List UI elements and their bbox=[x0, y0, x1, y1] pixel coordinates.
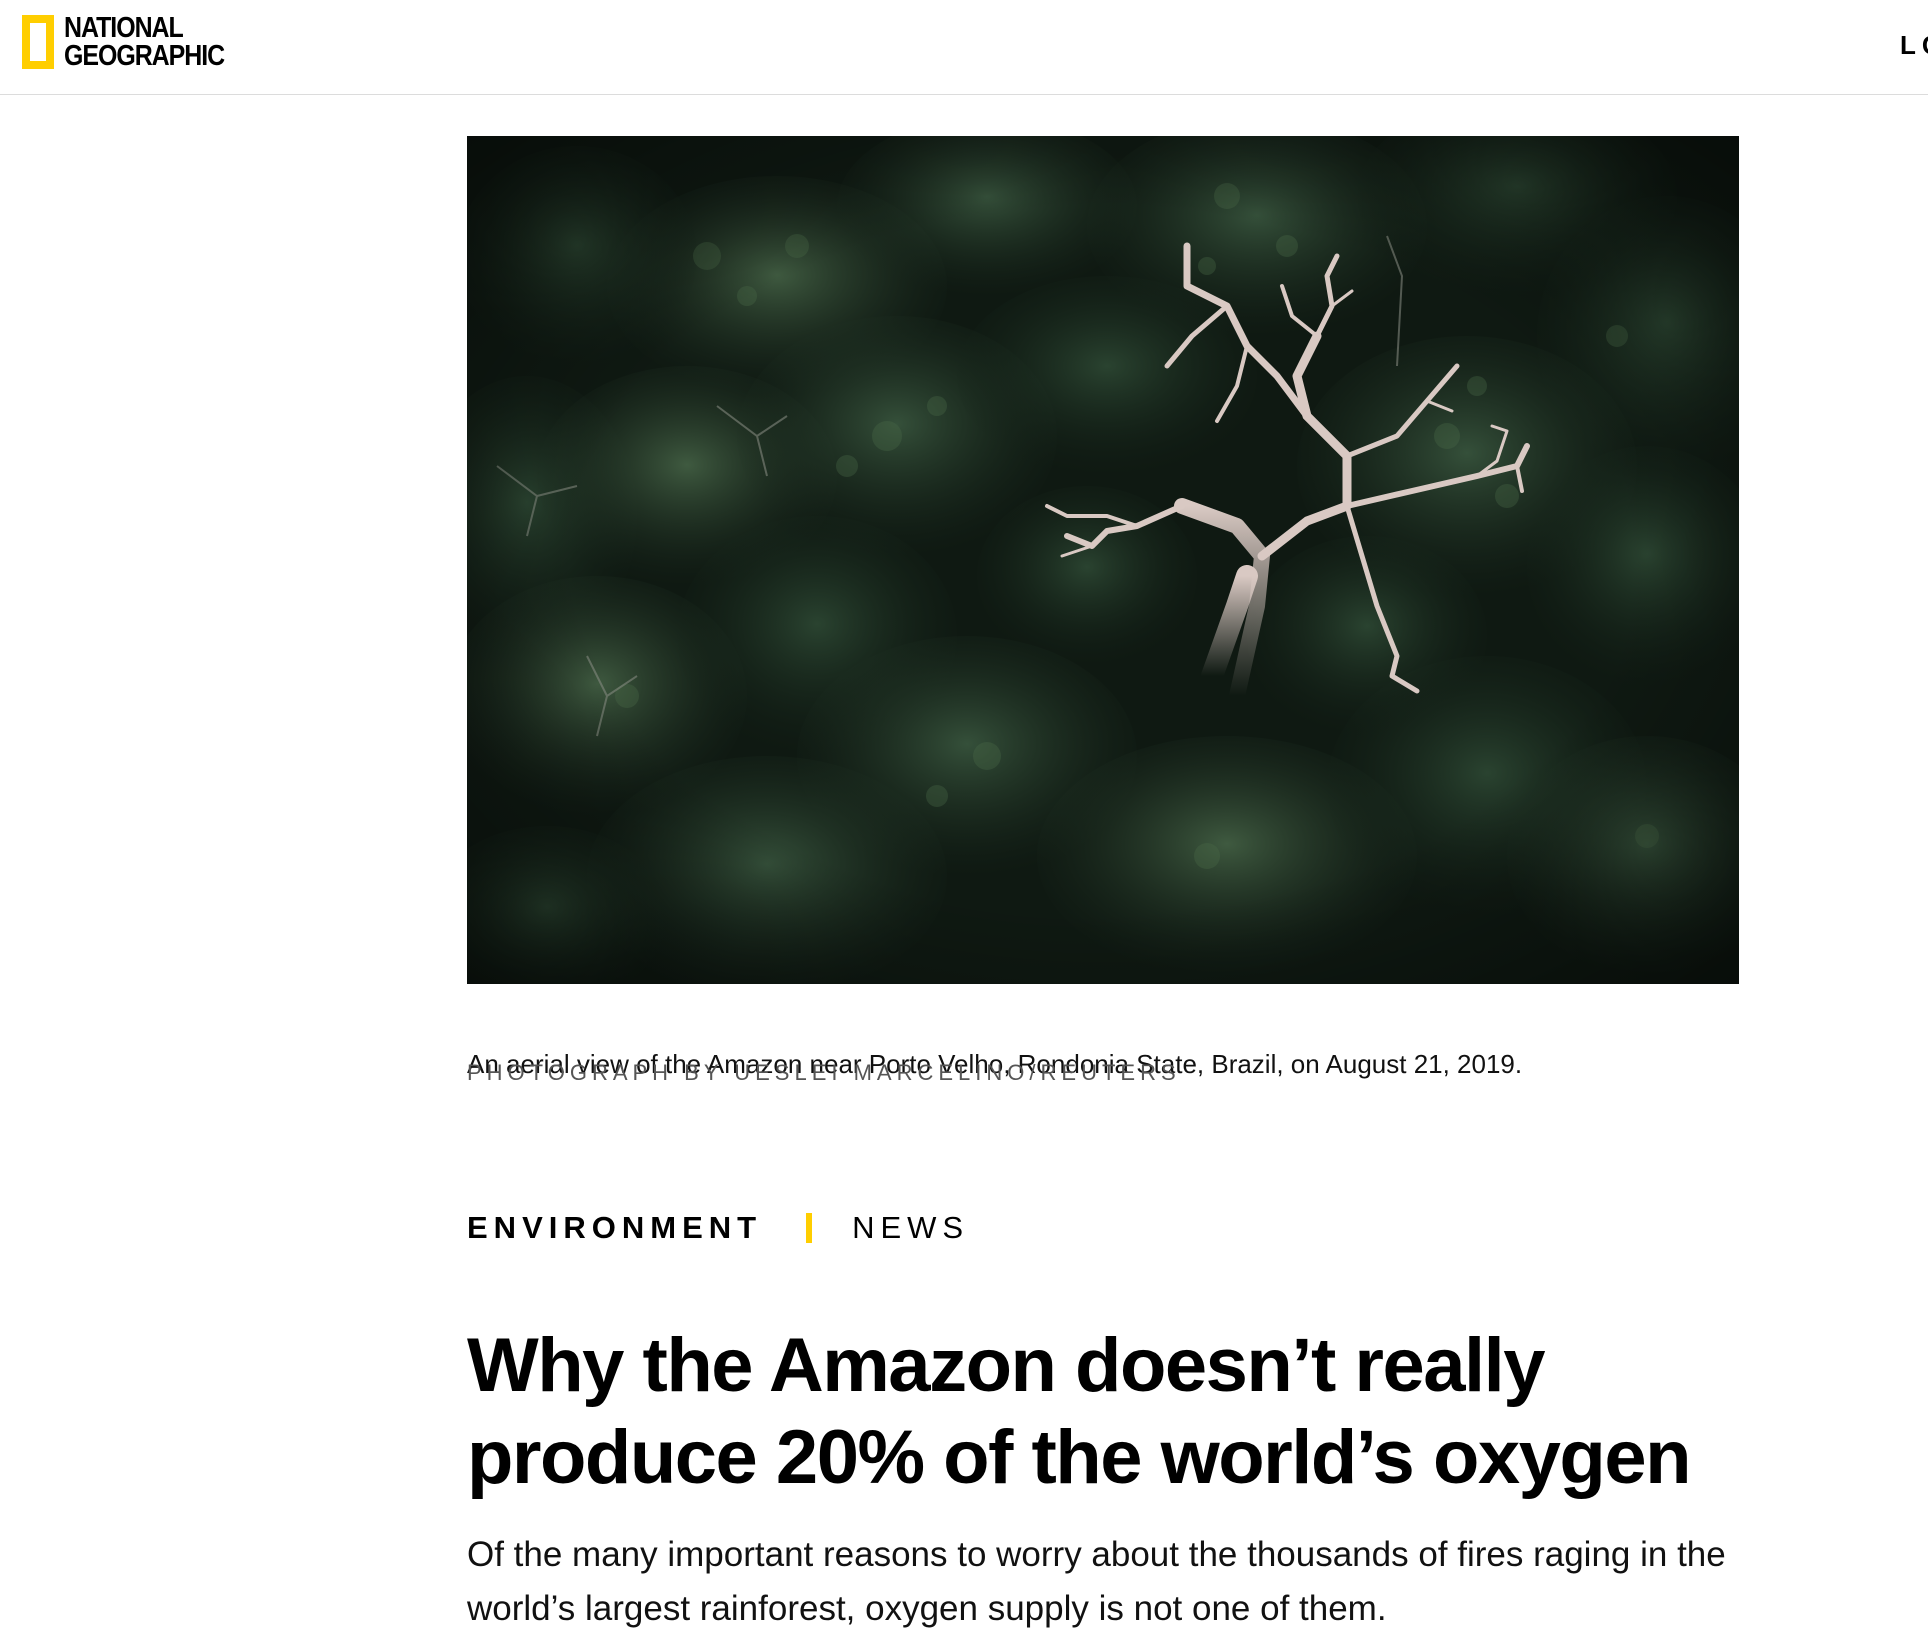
photo-caption: An aerial view of the Amazon near Porto … bbox=[467, 1049, 1523, 1079]
category-link-news[interactable]: NEWS bbox=[852, 1210, 970, 1245]
category-link-environment[interactable]: ENVIRONMENT bbox=[467, 1210, 763, 1245]
photo-credit: PHOTOGRAPH BY UESLEI MARCELINO/REUTERS bbox=[467, 1060, 1181, 1085]
article-kicker: ENVIRONMENT NEWS bbox=[467, 1210, 969, 1246]
login-link[interactable]: LO bbox=[1900, 30, 1928, 60]
hero-photo bbox=[467, 136, 1739, 984]
article-dek: Of the many important reasons to worry a… bbox=[467, 1535, 1726, 1628]
logo-wordmark: NATIONAL GEOGRAPHIC bbox=[64, 12, 225, 72]
kicker-divider bbox=[806, 1213, 813, 1243]
article-headline: Why the Amazon doesn’t really produce 20… bbox=[467, 1323, 1692, 1500]
site-header: NATIONAL GEOGRAPHIC LO bbox=[0, 0, 1928, 95]
yellow-border-icon bbox=[22, 15, 54, 69]
logo-line-2: GEOGRAPHIC bbox=[64, 40, 225, 72]
nat-geo-logo[interactable]: NATIONAL GEOGRAPHIC bbox=[22, 12, 250, 72]
logo-line-1: NATIONAL bbox=[64, 12, 184, 44]
forest-canopy-image bbox=[467, 136, 1739, 984]
